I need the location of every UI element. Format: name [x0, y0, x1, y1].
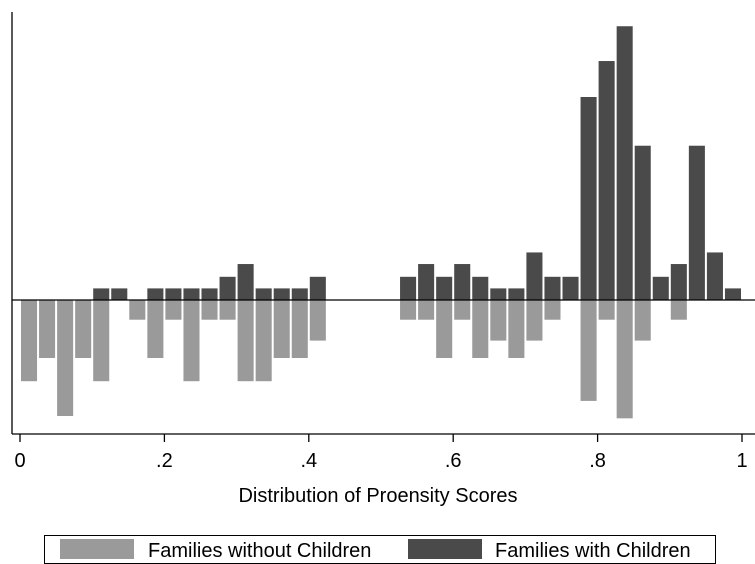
- bar-without-children-8: [165, 300, 182, 320]
- x-tick-label-2: .4: [300, 450, 317, 472]
- bar-with-children-11: [219, 276, 236, 300]
- bars-group: [21, 26, 741, 419]
- bar-with-children-35: [652, 276, 669, 300]
- bar-without-children-9: [183, 300, 200, 382]
- x-tick-label-1: .2: [156, 450, 173, 472]
- bar-without-children-21: [400, 300, 417, 320]
- bar-without-children-34: [634, 300, 651, 341]
- bar-with-children-16: [309, 276, 326, 300]
- bar-without-children-6: [129, 300, 146, 320]
- bar-with-children-38: [706, 252, 723, 300]
- legend-label-with-children: Families with Children: [495, 540, 691, 562]
- bar-with-children-9: [183, 288, 200, 300]
- bar-without-children-4: [93, 300, 110, 382]
- bar-with-children-29: [544, 276, 561, 300]
- bar-with-children-5: [111, 288, 128, 300]
- legend-swatch-with-children: [408, 539, 482, 559]
- bar-without-children-7: [147, 300, 164, 358]
- bar-with-children-22: [418, 264, 435, 300]
- x-tick-label-3: .6: [445, 450, 462, 472]
- bar-without-children-29: [544, 300, 561, 320]
- bar-without-children-26: [490, 300, 507, 341]
- bar-without-children-23: [436, 300, 453, 358]
- x-tick-label-0: 0: [14, 450, 25, 472]
- x-tick-label-4: .8: [589, 450, 606, 472]
- bar-with-children-15: [291, 288, 308, 300]
- bar-with-children-27: [508, 288, 525, 300]
- bar-with-children-21: [400, 276, 417, 300]
- bar-with-children-10: [201, 288, 218, 300]
- bar-with-children-32: [598, 61, 615, 300]
- bar-without-children-14: [273, 300, 290, 358]
- bar-without-children-16: [309, 300, 326, 341]
- bar-without-children-11: [219, 300, 236, 320]
- bar-with-children-26: [490, 288, 507, 300]
- bar-with-children-39: [724, 288, 741, 300]
- bar-with-children-12: [237, 264, 254, 300]
- legend: Families without Children Families with …: [44, 535, 716, 564]
- bar-without-children-28: [526, 300, 543, 341]
- bar-without-children-36: [670, 300, 687, 320]
- bar-without-children-22: [418, 300, 435, 320]
- x-tick-label-5: 1: [736, 450, 747, 472]
- bar-without-children-10: [201, 300, 218, 320]
- bar-with-children-30: [562, 276, 579, 300]
- bar-with-children-13: [255, 288, 272, 300]
- bar-with-children-14: [273, 288, 290, 300]
- bar-with-children-8: [165, 288, 182, 300]
- x-axis-title: Distribution of Proensity Scores: [238, 485, 517, 507]
- bar-without-children-3: [75, 300, 92, 358]
- x-ticks-group: 0 .2 .4 .6 .8 1: [14, 434, 748, 472]
- bar-with-children-34: [634, 145, 651, 300]
- legend-swatch-without-children: [60, 539, 134, 559]
- bar-without-children-1: [39, 300, 56, 358]
- bar-with-children-31: [580, 97, 597, 300]
- bar-without-children-33: [616, 300, 633, 419]
- bar-with-children-24: [454, 264, 471, 300]
- bar-without-children-12: [237, 300, 254, 382]
- bar-with-children-7: [147, 288, 164, 300]
- bar-without-children-24: [454, 300, 471, 320]
- bar-with-children-25: [472, 276, 489, 300]
- bar-without-children-13: [255, 300, 272, 382]
- bar-with-children-33: [616, 26, 633, 301]
- bar-without-children-27: [508, 300, 525, 358]
- bar-with-children-37: [688, 145, 705, 300]
- legend-label-without-children: Families without Children: [148, 540, 371, 562]
- bar-without-children-32: [598, 300, 615, 320]
- bar-without-children-31: [580, 300, 597, 401]
- bar-without-children-2: [57, 300, 74, 416]
- bar-with-children-28: [526, 252, 543, 300]
- bar-without-children-15: [291, 300, 308, 358]
- bar-with-children-23: [436, 276, 453, 300]
- bar-with-children-4: [93, 288, 110, 300]
- bar-without-children-25: [472, 300, 489, 358]
- bar-without-children-0: [21, 300, 38, 382]
- bar-with-children-36: [670, 264, 687, 300]
